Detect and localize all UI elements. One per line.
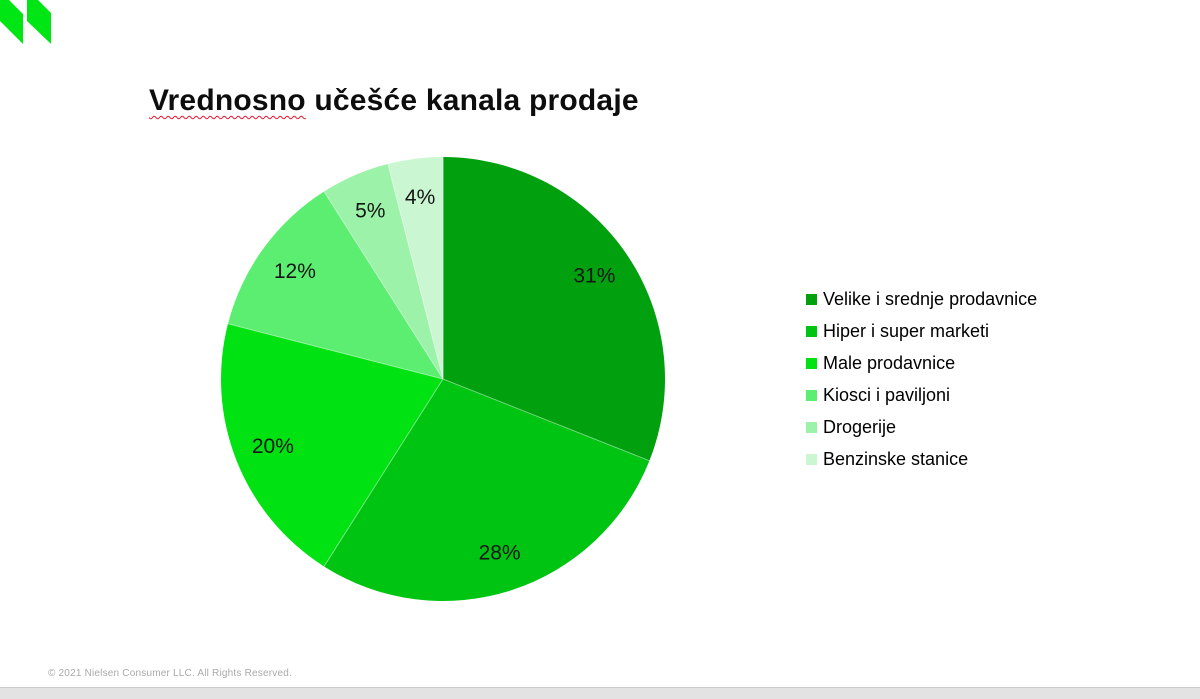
slice-divider (387, 163, 444, 380)
title-rest: učešće kanala prodaje (305, 84, 639, 117)
slice-divider (227, 323, 444, 380)
slice-divider (442, 378, 650, 462)
legend-swatch (806, 389, 817, 401)
legend-swatch (806, 357, 817, 369)
title-word-misspelled: Vrednosno (149, 84, 306, 117)
legend-swatch (806, 325, 817, 337)
nielsen-logo-stroke-left (0, 0, 23, 44)
legend-item-drogerije[interactable]: Drogerije (806, 411, 1037, 443)
legend-label: Benzinske stanice (823, 448, 969, 469)
pie-data-label-kiosci-i-paviljoni: 12% (274, 260, 316, 283)
legend-item-hiper-i-super-marketi[interactable]: Hiper i super marketi (806, 315, 1037, 347)
nielsen-logo-icon (0, 0, 51, 44)
legend-label: Hiper i super marketi (823, 320, 990, 341)
legend-label: Velike i srednje prodavnice (823, 288, 1038, 309)
pie-slice-male-prodavnice[interactable] (220, 323, 443, 567)
pie-slice-benzinske-stanice[interactable] (387, 157, 443, 379)
pie-slice-hiper-i-super-marketi[interactable] (324, 379, 650, 601)
pie-slice-drogerije[interactable] (324, 163, 443, 379)
slide-title[interactable]: Vrednosno učešće kanala prodaje (149, 84, 639, 118)
pie-chart: 31% 28% 20% 12% 5% 4% (220, 157, 665, 601)
nielsen-logo-stroke-right (27, 0, 51, 44)
pie-data-label-male-prodavnice: 20% (252, 435, 294, 458)
legend-item-kiosci-i-paviljoni[interactable]: Kiosci i paviljoni (806, 379, 1037, 411)
legend-item-benzinske-stanice[interactable]: Benzinske stanice (806, 443, 1037, 475)
legend-item-velike-i-srednje-prodavnice[interactable]: Velike i srednje prodavnice (806, 283, 1037, 315)
chart-legend: Velike i srednje prodavnice Hiper i super… (806, 283, 1037, 475)
legend-swatch (806, 453, 817, 465)
pie-data-label-hiper-i-super-marketi: 28% (479, 542, 521, 565)
legend-label: Drogerije (823, 416, 897, 437)
pie-data-label-benzinske-stanice: 4% (405, 186, 435, 209)
pie-data-label-drogerije: 5% (355, 200, 385, 223)
legend-item-male-prodavnice[interactable]: Male prodavnice (806, 347, 1037, 379)
legend-swatch (806, 421, 817, 433)
slice-divider (323, 378, 444, 567)
bottom-edge-bar (0, 687, 1200, 699)
legend-swatch (806, 293, 817, 305)
pie-data-label-velike-i-srednje-prodavnice: 31% (573, 265, 615, 288)
pie-slice-kiosci-i-paviljoni[interactable] (227, 191, 443, 379)
legend-label: Kiosci i paviljoni (823, 384, 951, 405)
slice-divider (323, 191, 444, 380)
copyright-text: © 2021 Nielsen Consumer LLC. All Rights … (48, 668, 292, 679)
legend-label: Male prodavnice (823, 352, 956, 373)
pie-slice-velike-i-srednje-prodavnice[interactable] (443, 157, 665, 461)
